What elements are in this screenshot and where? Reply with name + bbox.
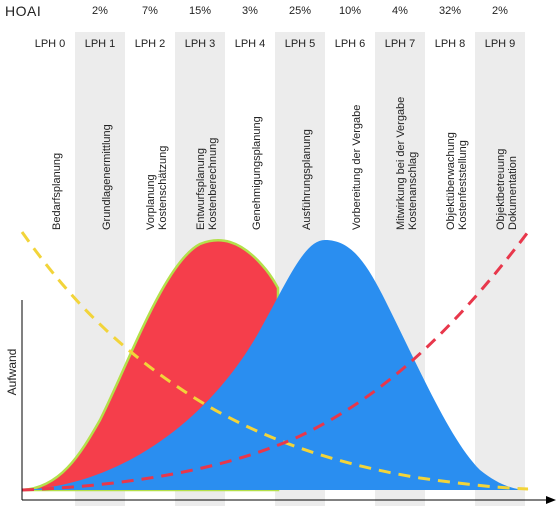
phase-code: LPH 6 bbox=[334, 38, 366, 50]
phase-percent: 32% bbox=[438, 5, 462, 17]
phase-percent: 3% bbox=[242, 5, 258, 17]
phase-code: LPH 7 bbox=[384, 38, 416, 50]
phase-code: LPH 5 bbox=[284, 38, 316, 50]
x-axis-arrow-icon bbox=[546, 496, 556, 504]
phase-percent: 10% bbox=[338, 5, 362, 17]
phase-code: LPH 1 bbox=[84, 38, 116, 50]
phase-code: LPH 0 bbox=[34, 38, 66, 50]
phase-percent: 25% bbox=[288, 5, 312, 17]
phase-percent: 2% bbox=[492, 5, 508, 17]
phase-code: LPH 3 bbox=[184, 38, 216, 50]
phase-code: LPH 9 bbox=[484, 38, 516, 50]
hoai-title: HOAI bbox=[5, 3, 42, 19]
phase-percent: 15% bbox=[188, 5, 212, 17]
blue-effort-area bbox=[22, 240, 530, 490]
phase-code: LPH 4 bbox=[234, 38, 266, 50]
y-axis-label: Aufwand bbox=[5, 348, 19, 396]
red-dashed-curve bbox=[21, 231, 530, 492]
phase-code: LPH 2 bbox=[134, 38, 166, 50]
phase-percent: 4% bbox=[392, 5, 408, 17]
phase-percent: 7% bbox=[142, 5, 158, 17]
yellow-dashed-curve bbox=[20, 231, 529, 491]
phase-percent: 2% bbox=[92, 5, 108, 17]
phase-code: LPH 8 bbox=[434, 38, 466, 50]
